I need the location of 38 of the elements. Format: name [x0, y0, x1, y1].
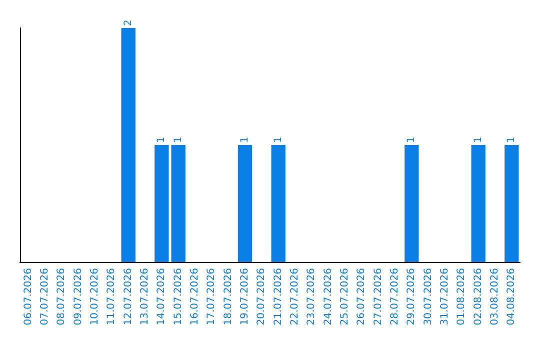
data-label: 2	[122, 20, 134, 26]
x-tick-label: 29.07.2026	[406, 268, 418, 326]
x-tick-label: 17.07.2026	[206, 268, 218, 326]
x-tick-label: 11.07.2026	[106, 268, 118, 326]
x-tick-label: 14.07.2026	[156, 268, 168, 326]
x-tick-label: 03.08.2026	[490, 268, 500, 326]
x-tick-label: 24.07.2026	[322, 268, 334, 326]
x-tick-label: 26.07.2026	[356, 268, 368, 326]
x-tick-label: 28.07.2026	[390, 268, 400, 326]
x-tick-label: 22.07.2026	[290, 268, 300, 326]
x-tick-label: 18.07.2026	[222, 268, 234, 326]
x-tick-label: 16.07.2026	[190, 268, 200, 326]
x-tick-label: 09.07.2026	[72, 268, 84, 326]
x-tick-label: 27.07.2026	[372, 268, 384, 326]
x-tick-label: 08.07.2026	[56, 268, 68, 326]
data-label: 1	[406, 136, 418, 143]
x-tick-label: 01.08.2026	[456, 268, 468, 326]
x-tick-label: 10.07.2026	[90, 268, 100, 326]
x-tick-label: 21.07.2026	[272, 268, 284, 326]
x-tick-label: 31.07.2026	[440, 268, 450, 326]
data-label: 1	[172, 136, 184, 143]
data-label: 1	[472, 136, 484, 143]
x-tick-label: 07.07.2026	[40, 268, 50, 326]
x-tick-label: 15.07.2026	[172, 268, 184, 326]
data-label: 1	[272, 136, 284, 143]
x-tick-label: 02.08.2026	[472, 268, 484, 326]
x-tick-label: 04.08.2026	[506, 268, 518, 326]
data-label: 1	[506, 136, 518, 143]
x-tick-label: 19.07.2026	[240, 268, 250, 326]
x-tick-label: 23.07.2026	[306, 268, 318, 326]
x-tick-label: 13.07.2026	[140, 268, 150, 326]
data-label: 1	[156, 136, 168, 143]
x-tick-label: 30.07.2026	[422, 268, 434, 326]
x-tick-label: 25.07.2026	[340, 268, 350, 326]
x-tick-label: 12.07.2026	[122, 268, 134, 326]
x-tick-label: 20.07.2026	[256, 268, 268, 326]
data-label: 1	[240, 136, 250, 143]
x-tick-label: 06.07.2026	[22, 268, 34, 326]
